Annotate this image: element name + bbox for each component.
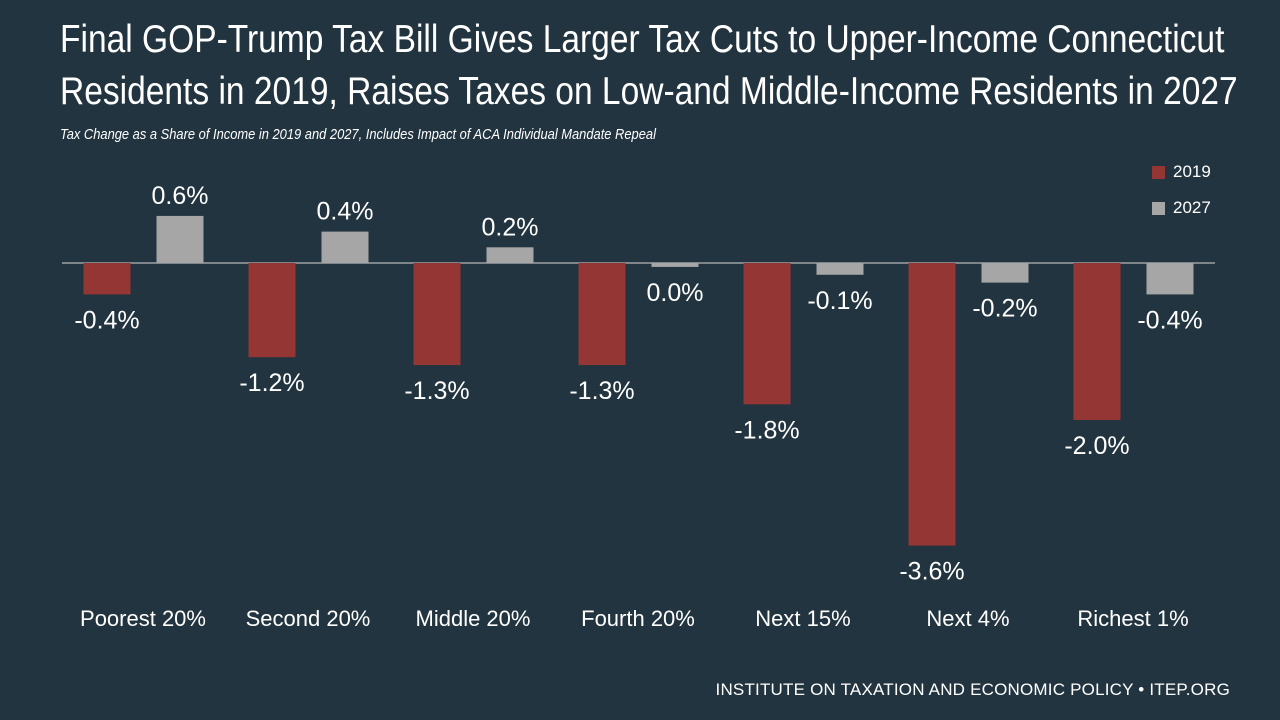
bar-2019-fourth-20 [578, 263, 626, 366]
category-label-middle-20: Middle 20% [416, 606, 531, 631]
data-label-2019-richest-1: -2.0% [1064, 432, 1129, 460]
bar-2019-middle-20 [413, 263, 461, 366]
chart-title-line-2: Residents in 2019, Raises Taxes on Low-a… [60, 70, 1238, 113]
data-label-2027-middle-20: 0.2% [482, 213, 539, 241]
legend-item-2019: 2019 [1152, 154, 1211, 190]
category-label-next-4: Next 4% [926, 606, 1009, 631]
footer-source: INSTITUTE ON TAXATION AND ECONOMIC POLIC… [715, 680, 1230, 699]
bar-2019-next-4 [908, 263, 956, 546]
data-label-2027-next-15: -0.1% [807, 287, 872, 315]
chart-subtitle: Tax Change as a Share of Income in 2019 … [60, 126, 656, 143]
data-label-2019-middle-20: -1.3% [404, 377, 469, 405]
data-label-2027-richest-1: -0.4% [1137, 306, 1202, 334]
legend-swatch-2019 [1152, 165, 1165, 179]
bar-2027-second-20 [321, 231, 369, 263]
category-label-poorest-20: Poorest 20% [80, 606, 206, 631]
data-label-2019-next-15: -1.8% [734, 416, 799, 444]
legend: 2019 2027 [1152, 154, 1211, 226]
legend-swatch-2027 [1152, 201, 1165, 215]
data-label-2027-next-4: -0.2% [972, 295, 1037, 323]
category-label-richest-1: Richest 1% [1077, 606, 1188, 631]
data-label-2019-poorest-20: -0.4% [74, 306, 139, 334]
data-label-2027-fourth-20: 0.0% [647, 279, 704, 307]
bar-2027-richest-1 [1146, 263, 1194, 295]
bar-2027-poorest-20 [156, 215, 204, 263]
bar-2019-richest-1 [1073, 263, 1121, 420]
data-label-2027-poorest-20: 0.6% [152, 182, 209, 210]
bar-2027-next-4 [981, 263, 1029, 283]
data-label-2019-second-20: -1.2% [239, 369, 304, 397]
bar-2027-middle-20 [486, 247, 534, 263]
bar-2019-second-20 [248, 263, 296, 358]
category-label-second-20: Second 20% [246, 606, 371, 631]
category-label-next-15: Next 15% [755, 606, 850, 631]
bar-2027-next-15 [816, 263, 864, 275]
category-label-fourth-20: Fourth 20% [581, 606, 695, 631]
chart-title: Final GOP-Trump Tax Bill Gives Larger Ta… [60, 14, 1238, 118]
data-label-2019-fourth-20: -1.3% [569, 377, 634, 405]
chart-title-line-1: Final GOP-Trump Tax Bill Gives Larger Ta… [60, 18, 1225, 61]
data-label-2027-second-20: 0.4% [317, 198, 374, 226]
legend-item-2027: 2027 [1152, 190, 1211, 226]
bar-2019-next-15 [743, 263, 791, 405]
bar-2019-poorest-20 [83, 263, 131, 295]
legend-label-2027: 2027 [1173, 198, 1211, 217]
legend-label-2019: 2019 [1173, 162, 1211, 181]
bar-2027-fourth-20 [651, 263, 699, 267]
data-label-2019-next-4: -3.6% [899, 558, 964, 586]
